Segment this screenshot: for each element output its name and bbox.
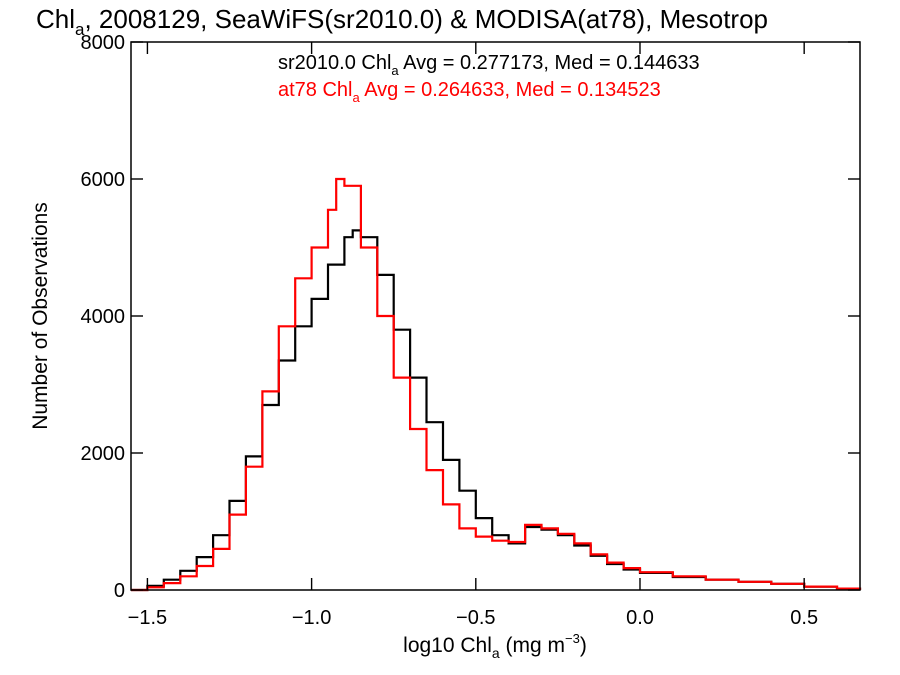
xlabel-sup: −3: [565, 631, 580, 646]
y-tick-label: 6000: [81, 169, 126, 191]
plot-area: −1.5 −1.0 −0.5 0.0 0.5 0 2000 4000 6000 8000: [81, 32, 862, 629]
xlabel-close: ): [580, 634, 587, 657]
xlabel-rest: (mg m: [500, 634, 565, 657]
x-tick-label: 0.0: [626, 607, 654, 629]
x-axis-label: log10 Chla (mg m−3): [403, 631, 587, 661]
y-tick-label: 2000: [81, 443, 126, 465]
xlabel-base: log10 Chl: [403, 634, 492, 657]
annotation-sr2010-text: sr2010.0 Chl: [278, 52, 391, 74]
x-tick-label: −1.0: [292, 607, 331, 629]
annotation-at78-sub: a: [353, 90, 361, 105]
annotation-at78: at78 Chla Avg = 0.264633, Med = 0.134523: [278, 79, 661, 105]
y-tick-label: 8000: [81, 32, 126, 54]
series-sr2010.0: [131, 229, 862, 592]
annotation-sr2010: sr2010.0 Chla Avg = 0.277173, Med = 0.14…: [278, 52, 700, 78]
annotation-sr2010-sub: a: [391, 63, 399, 78]
x-tick-label: −1.5: [128, 607, 167, 629]
plot-frame: [130, 41, 861, 591]
title-base: Chl: [36, 4, 75, 34]
series-at78: [131, 177, 862, 592]
title-sub: a: [75, 20, 85, 39]
annotation-sr2010-rest: Avg = 0.277173, Med = 0.144633: [399, 52, 700, 74]
chart-title: Chla, 2008129, SeaWiFS(sr2010.0) & MODIS…: [36, 4, 768, 39]
annotation-at78-rest: Avg = 0.264633, Med = 0.134523: [360, 79, 661, 101]
y-tick-label: 4000: [81, 306, 126, 328]
y-axis-label: Number of Observations: [29, 202, 52, 430]
title-rest: , 2008129, SeaWiFS(sr2010.0) & MODISA(at…: [84, 4, 768, 34]
annotation-at78-text: at78 Chl: [278, 79, 353, 101]
x-tick-label: 0.5: [790, 607, 818, 629]
y-tick-label: 0: [114, 580, 125, 602]
x-tick-label: −0.5: [456, 607, 495, 629]
xlabel-sub: a: [492, 645, 500, 661]
